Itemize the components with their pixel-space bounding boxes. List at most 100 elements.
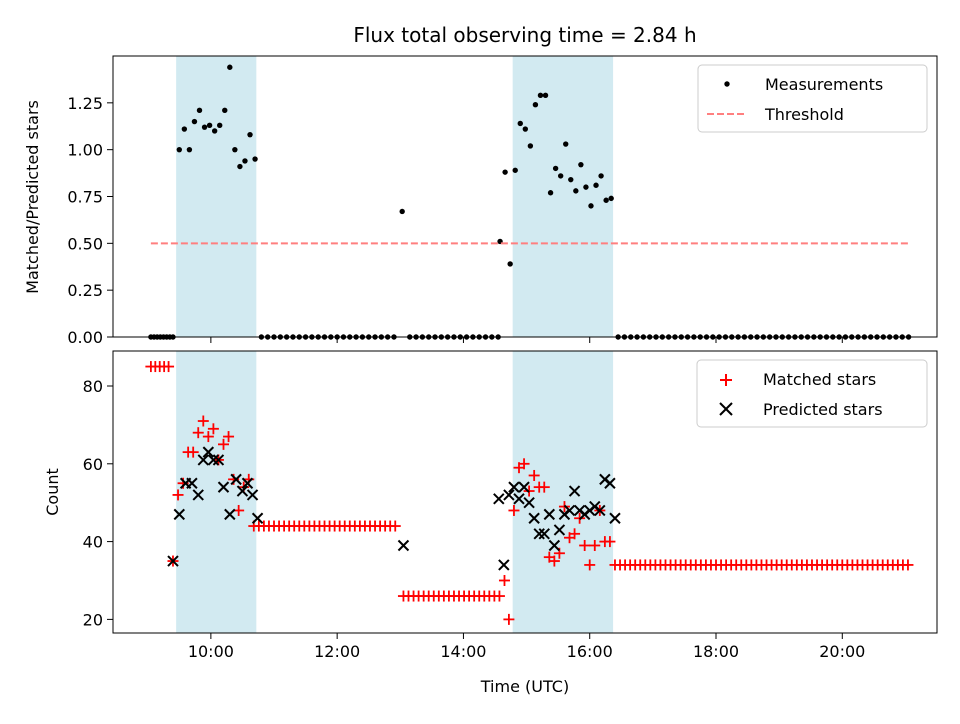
y-tick-label: 1.00 — [67, 141, 103, 160]
measurements-point — [583, 184, 589, 190]
y-tick-label: 0.50 — [67, 234, 103, 253]
predicted-stars-point — [493, 493, 505, 505]
matched-stars-point — [192, 427, 204, 439]
matched-stars-point — [389, 520, 401, 532]
x-axis-label: Time (UTC) — [480, 677, 569, 696]
bottom-panel-frame — [112, 350, 938, 634]
predicted-stars-point — [246, 489, 259, 501]
predicted-stars-point — [508, 481, 520, 493]
predicted-stars-point — [594, 504, 606, 517]
predicted-stars-point — [167, 555, 179, 567]
measurements-point — [578, 161, 584, 168]
predicted-stars-point — [230, 473, 242, 486]
measurements-point — [247, 131, 253, 138]
measurements-point — [237, 163, 243, 170]
measurements-point — [603, 197, 609, 203]
predicted-stars-point — [202, 446, 215, 458]
bottom-legend: Matched stars Predicted stars — [696, 359, 928, 428]
measurements-point — [588, 203, 594, 209]
predicted-stars-point — [609, 512, 621, 524]
predicted-stars-point — [236, 485, 249, 497]
predicted-stars-point — [397, 539, 410, 552]
predicted-stars-point — [513, 493, 525, 505]
top-legend: Measurements Threshold — [697, 64, 928, 133]
legend-label-predicted-stars: Predicted stars — [763, 400, 883, 419]
y-tick-label: 1.25 — [67, 94, 103, 113]
x-tick-label: 14:00 — [440, 642, 486, 661]
measurements-point — [598, 173, 604, 179]
measurements-point — [186, 146, 193, 153]
matched-stars-point — [569, 528, 581, 540]
measurements-point — [232, 146, 238, 153]
predicted-stars-point — [212, 454, 225, 466]
measurements-point — [512, 167, 518, 173]
y-tick-label: 0.25 — [67, 281, 103, 300]
predicted-stars-point — [192, 489, 204, 501]
measurements-point — [552, 165, 559, 172]
matched-stars-point — [223, 431, 235, 443]
predicted-stars-point — [498, 559, 510, 571]
y-tick-label: 60 — [83, 455, 103, 474]
measurements-point — [507, 261, 513, 267]
matched-stars-point — [528, 469, 540, 481]
measurements-point — [196, 107, 203, 114]
top-panel: 0.00 0.25 0.50 0.75 1.00 1.25 Matched/Predict… — [23, 55, 938, 347]
matched-stars-point — [187, 446, 199, 458]
bottom-panel: 20 40 60 80 10:00 12:00 14:00 16:00 18:00 20:00 C… — [43, 350, 938, 696]
measurements-point — [593, 182, 599, 188]
observing-window-1 — [176, 56, 257, 337]
matched-stars-point — [207, 423, 219, 435]
legend-marker-predicted-stars — [719, 402, 733, 416]
top-y-axis-label: Matched/Predicted stars — [23, 100, 42, 294]
measurements-point — [206, 122, 213, 129]
matched-stars-point — [172, 489, 184, 501]
predicted-stars-point — [543, 508, 556, 521]
y-tick-label: 40 — [83, 533, 103, 552]
measurements-point — [399, 208, 405, 215]
observing-window-2 — [512, 56, 614, 337]
predicted-stars-point — [518, 481, 530, 493]
matched-stars-point — [548, 555, 560, 567]
matched-stars-point — [493, 590, 505, 602]
measurements-point — [222, 107, 228, 114]
predicted-stars-point — [553, 524, 566, 536]
measurements-point — [542, 92, 549, 99]
y-tick-label: 0.00 — [67, 328, 103, 347]
matched-stars-point — [217, 438, 229, 450]
predicted-stars-point — [533, 528, 545, 540]
predicted-stars-point — [186, 477, 198, 489]
predicted-stars-point — [604, 477, 616, 489]
measurements-point — [522, 126, 529, 132]
predicted-stars-point — [241, 477, 254, 489]
matched-stars-point — [579, 539, 591, 551]
legend-label-threshold: Threshold — [764, 105, 844, 124]
matched-stars-point — [503, 613, 515, 625]
legend-marker-matched-stars — [720, 374, 732, 386]
matched-stars-point — [518, 458, 530, 470]
y-tick-label: 80 — [83, 377, 103, 396]
measurements-point — [517, 120, 523, 127]
matched-stars-point — [508, 504, 520, 516]
predicted-stars-point — [563, 504, 576, 517]
measurements-point — [227, 64, 233, 70]
predicted-stars-point — [207, 454, 220, 466]
predicted-stars-point — [251, 512, 264, 524]
x-tick-label: 16:00 — [567, 642, 613, 661]
predicted-stars-point — [217, 481, 230, 493]
y-tick-label: 0.75 — [67, 188, 103, 207]
measurements-point — [547, 190, 554, 196]
predicted-stars-point — [538, 528, 550, 540]
x-tick-label: 10:00 — [188, 642, 234, 661]
matched-stars-point — [202, 431, 214, 443]
measurements-point — [563, 141, 569, 147]
x-tick-label: 12:00 — [314, 642, 360, 661]
measurements-point — [181, 126, 188, 132]
measurements-point — [573, 188, 579, 194]
matched-stars-point — [902, 559, 914, 571]
matched-stars-point — [538, 481, 550, 493]
legend-marker-measurements — [724, 81, 730, 87]
measurements-point — [252, 156, 258, 162]
predicted-stars-point — [568, 485, 581, 497]
top-legend-box — [697, 64, 928, 133]
